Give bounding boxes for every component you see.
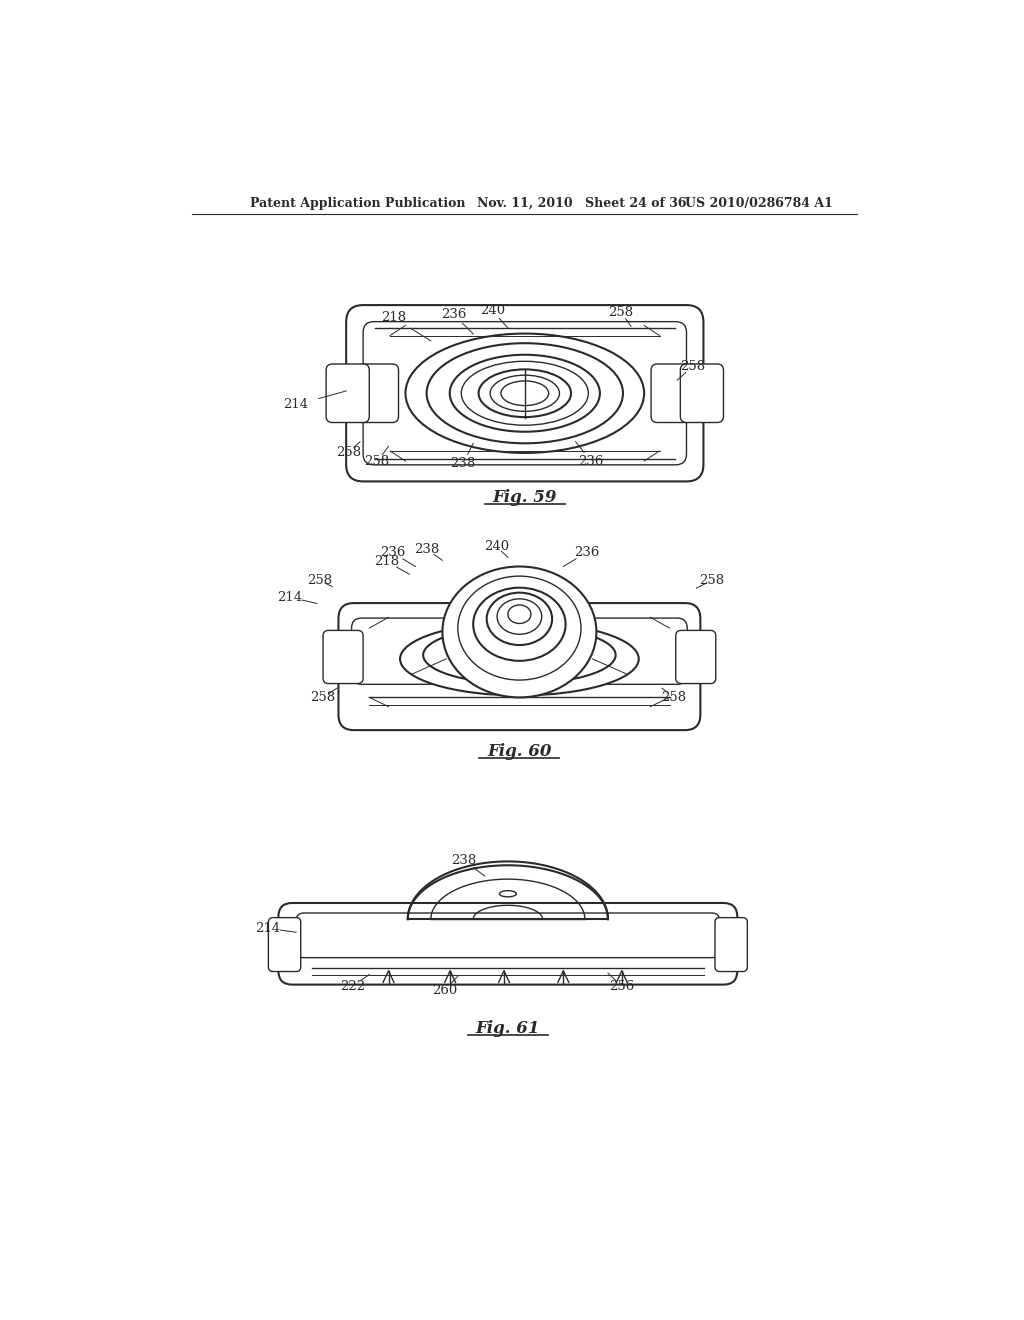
Text: 238: 238: [415, 543, 439, 556]
Ellipse shape: [458, 576, 581, 680]
FancyBboxPatch shape: [680, 364, 724, 422]
Text: 258: 258: [662, 690, 687, 704]
FancyBboxPatch shape: [651, 364, 692, 422]
Text: 236: 236: [579, 454, 604, 467]
FancyBboxPatch shape: [715, 917, 748, 972]
Text: 240: 240: [483, 540, 509, 553]
Text: 236: 236: [380, 546, 406, 560]
Text: 258: 258: [608, 306, 634, 319]
Text: Sheet 24 of 36: Sheet 24 of 36: [585, 197, 686, 210]
Text: 214: 214: [278, 591, 302, 603]
Text: 258: 258: [365, 455, 389, 469]
Text: 218: 218: [381, 312, 407, 325]
Ellipse shape: [473, 587, 565, 661]
Text: Nov. 11, 2010: Nov. 11, 2010: [477, 197, 572, 210]
Text: Patent Application Publication: Patent Application Publication: [250, 197, 466, 210]
Text: 238: 238: [452, 854, 476, 867]
Text: Fig. 61: Fig. 61: [475, 1020, 540, 1038]
FancyBboxPatch shape: [323, 631, 364, 684]
FancyBboxPatch shape: [676, 631, 716, 684]
Text: 258: 258: [680, 360, 706, 372]
Ellipse shape: [423, 626, 615, 684]
Text: 256: 256: [609, 979, 635, 993]
Text: 214: 214: [255, 921, 281, 935]
Text: 236: 236: [573, 546, 599, 560]
Text: 258: 258: [310, 690, 336, 704]
FancyBboxPatch shape: [357, 364, 398, 422]
FancyBboxPatch shape: [268, 917, 301, 972]
FancyBboxPatch shape: [339, 603, 700, 730]
Text: US 2010/0286784 A1: US 2010/0286784 A1: [685, 197, 833, 210]
Text: 236: 236: [441, 308, 467, 321]
Text: 214: 214: [284, 399, 308, 412]
FancyBboxPatch shape: [279, 903, 737, 985]
Text: 258: 258: [306, 574, 332, 587]
Text: 238: 238: [451, 457, 476, 470]
Text: 240: 240: [480, 305, 505, 317]
Ellipse shape: [442, 566, 596, 697]
FancyBboxPatch shape: [346, 305, 703, 482]
Text: 258: 258: [336, 446, 361, 459]
Text: 258: 258: [699, 574, 724, 587]
Ellipse shape: [400, 622, 639, 696]
FancyBboxPatch shape: [326, 364, 370, 422]
Text: Fig. 59: Fig. 59: [493, 488, 557, 506]
Text: 222: 222: [340, 979, 365, 993]
Text: 218: 218: [374, 554, 398, 568]
Text: 260: 260: [432, 983, 458, 997]
Text: Fig. 60: Fig. 60: [487, 743, 552, 760]
